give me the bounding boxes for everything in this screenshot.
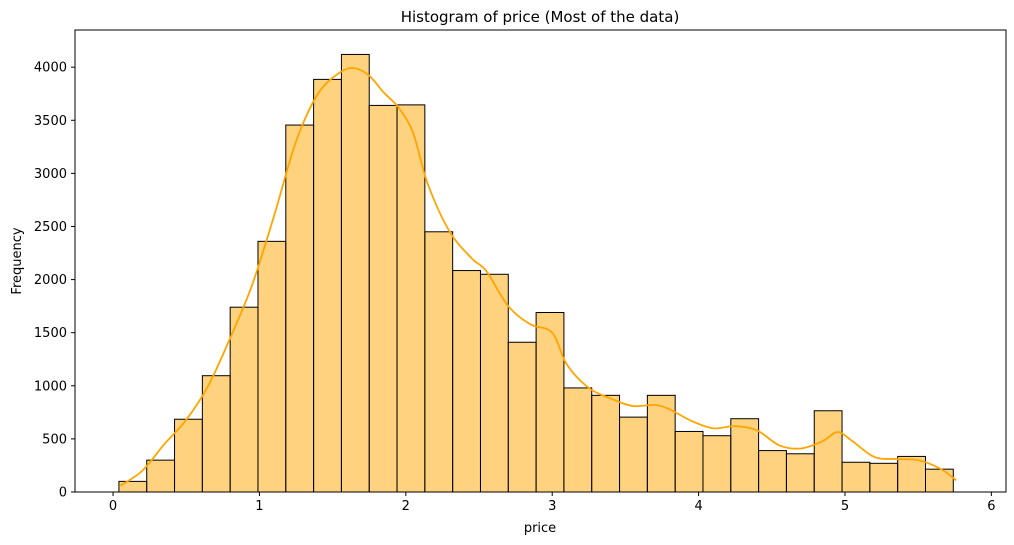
y-tick-label: 2500 [34, 220, 67, 235]
histogram-bar-14 [507, 341, 537, 493]
x-axis-label: price [524, 521, 556, 536]
y-axis-ticks: 0 500 1000 1500 2000 2500 3000 3500 4000 [34, 61, 75, 501]
histogram-bar-17 [591, 394, 621, 493]
histogram-bars [118, 53, 954, 493]
histogram-bar-13 [479, 273, 509, 493]
histogram-bar-20 [674, 430, 704, 493]
histogram-bar-29 [924, 468, 954, 493]
histogram-bar-11 [424, 231, 454, 493]
histogram-bar-18 [619, 416, 648, 493]
histogram-bar-16 [563, 387, 593, 493]
histogram-bar-19 [646, 394, 676, 493]
y-tick-label: 3500 [34, 114, 67, 129]
x-tick-label: 5 [841, 499, 849, 514]
x-tick-label: 2 [402, 499, 410, 514]
histogram-bar-15 [535, 312, 565, 493]
histogram-bar-6 [285, 124, 315, 493]
histogram-bar-8 [340, 53, 370, 493]
histogram-bar-4 [229, 306, 259, 493]
histogram-bar-7 [313, 78, 342, 493]
x-tick-label: 6 [987, 499, 995, 514]
histogram-bar-24 [785, 453, 815, 493]
y-tick-label: 500 [42, 432, 67, 447]
histogram-bar-22 [730, 418, 760, 493]
histogram-bar-26 [841, 461, 871, 493]
kde-curve-layer [119, 67, 957, 487]
chart-title: Histogram of price (Most of the data) [401, 8, 680, 26]
plot-frame [74, 29, 1007, 493]
y-tick-label: 1000 [34, 379, 67, 394]
histogram-bar-25 [813, 410, 843, 493]
x-tick-label: 4 [694, 499, 702, 514]
x-axis-ticks: 0 1 2 3 4 5 6 [109, 492, 996, 514]
histogram-bar-23 [758, 450, 787, 493]
y-tick-label: 4000 [34, 61, 67, 76]
histogram-bar-21 [702, 435, 732, 493]
x-tick-label: 1 [255, 499, 263, 514]
x-tick-label: 3 [548, 499, 556, 514]
y-tick-label: 2000 [34, 273, 67, 288]
histogram-bar-5 [257, 240, 287, 493]
x-tick-label: 0 [109, 499, 117, 514]
histogram-bar-1 [146, 459, 176, 493]
histogram-bar-3 [201, 375, 231, 493]
histogram-bar-2 [174, 418, 203, 493]
y-tick-label: 3000 [34, 167, 67, 182]
histogram-bar-27 [869, 462, 899, 493]
histogram-bar-10 [396, 104, 426, 493]
kde-curve [119, 67, 957, 487]
histogram-bar-9 [368, 104, 398, 493]
y-tick-label: 0 [59, 486, 67, 501]
histogram-bar-12 [452, 270, 481, 493]
y-tick-label: 1500 [34, 326, 67, 341]
y-axis-label: Frequency [10, 227, 25, 294]
